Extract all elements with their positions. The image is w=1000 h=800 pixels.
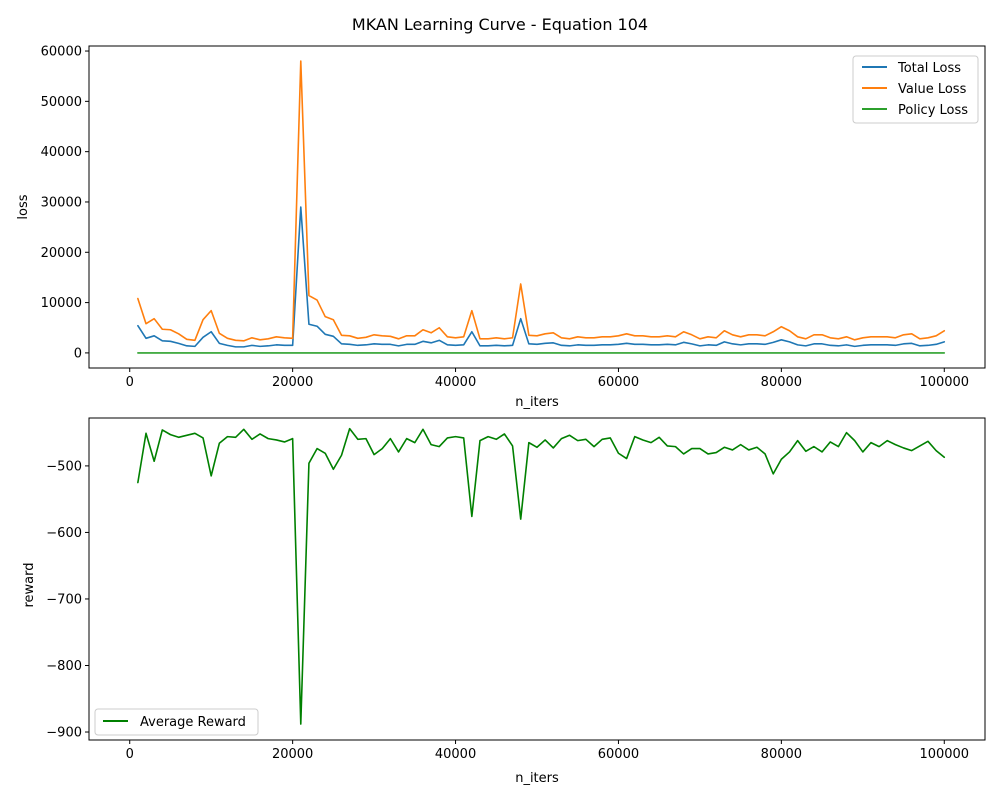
figure-title: MKAN Learning Curve - Equation 104	[352, 15, 648, 34]
reward-x-tick-label: 100000	[919, 747, 969, 762]
reward-axes-frame	[88, 417, 986, 741]
reward-legend-box	[94, 708, 259, 736]
loss-y-ticks: 0 10000 20000 30000 40000 50000 60000	[41, 45, 89, 361]
reward-chart: 0 20000 40000 60000 80000 100000 −500 −600 −700…	[22, 417, 986, 786]
reward-x-tick-label: 20000	[272, 747, 313, 762]
loss-series-lines	[137, 60, 946, 354]
series-line-total-loss	[137, 206, 946, 348]
reward-series-lines	[137, 427, 946, 725]
loss-x-axis-label: n_iters	[515, 395, 559, 410]
reward-x-tick-label: 60000	[598, 747, 639, 762]
loss-x-tick-label: 80000	[761, 375, 802, 390]
reward-y-tick-label: −700	[46, 592, 82, 607]
loss-y-tick-label: 20000	[41, 246, 82, 261]
loss-x-ticks: 0 20000 40000 60000 80000 100000	[126, 368, 969, 390]
reward-x-tick-label: 40000	[435, 747, 476, 762]
reward-y-tick-label: −800	[46, 659, 82, 674]
reward-x-axis-label: n_iters	[515, 771, 559, 786]
loss-x-tick-label: 100000	[919, 375, 969, 390]
loss-chart: 0 20000 40000 60000 80000 100000 0 10000 20000 3…	[16, 45, 986, 410]
reward-y-ticks: −500 −600 −700 −800 −900	[46, 459, 89, 741]
legend-label-value-loss: Value Loss	[898, 82, 967, 97]
reward-x-tick-label: 0	[126, 747, 134, 762]
series-line-average-reward	[137, 427, 946, 725]
loss-x-tick-label: 60000	[598, 375, 639, 390]
loss-x-tick-label: 20000	[272, 375, 313, 390]
reward-x-tick-label: 80000	[761, 747, 802, 762]
loss-legend-box	[852, 55, 979, 124]
loss-y-tick-label: 40000	[41, 145, 82, 160]
loss-axes-frame	[88, 45, 986, 369]
loss-y-axis-label: loss	[16, 194, 31, 219]
legend-label-policy-loss: Policy Loss	[898, 103, 968, 118]
loss-y-tick-label: 60000	[41, 45, 82, 60]
loss-x-tick-label: 40000	[435, 375, 476, 390]
reward-y-axis-label: reward	[22, 562, 37, 607]
legend-label-average-reward: Average Reward	[140, 715, 246, 730]
legend-label-total-loss: Total Loss	[897, 61, 961, 76]
series-line-value-loss	[137, 60, 946, 342]
loss-y-tick-label: 30000	[41, 195, 82, 210]
loss-y-tick-label: 0	[74, 346, 82, 361]
reward-y-tick-label: −900	[46, 726, 82, 741]
loss-y-tick-label: 10000	[41, 296, 82, 311]
loss-x-tick-label: 0	[126, 375, 134, 390]
reward-legend: Average Reward	[94, 708, 259, 736]
reward-y-tick-label: −500	[46, 459, 82, 474]
reward-x-ticks: 0 20000 40000 60000 80000 100000	[126, 740, 969, 762]
loss-y-tick-label: 50000	[41, 95, 82, 110]
reward-y-tick-label: −600	[46, 526, 82, 541]
loss-legend: Total Loss Value Loss Policy Loss	[852, 55, 979, 124]
